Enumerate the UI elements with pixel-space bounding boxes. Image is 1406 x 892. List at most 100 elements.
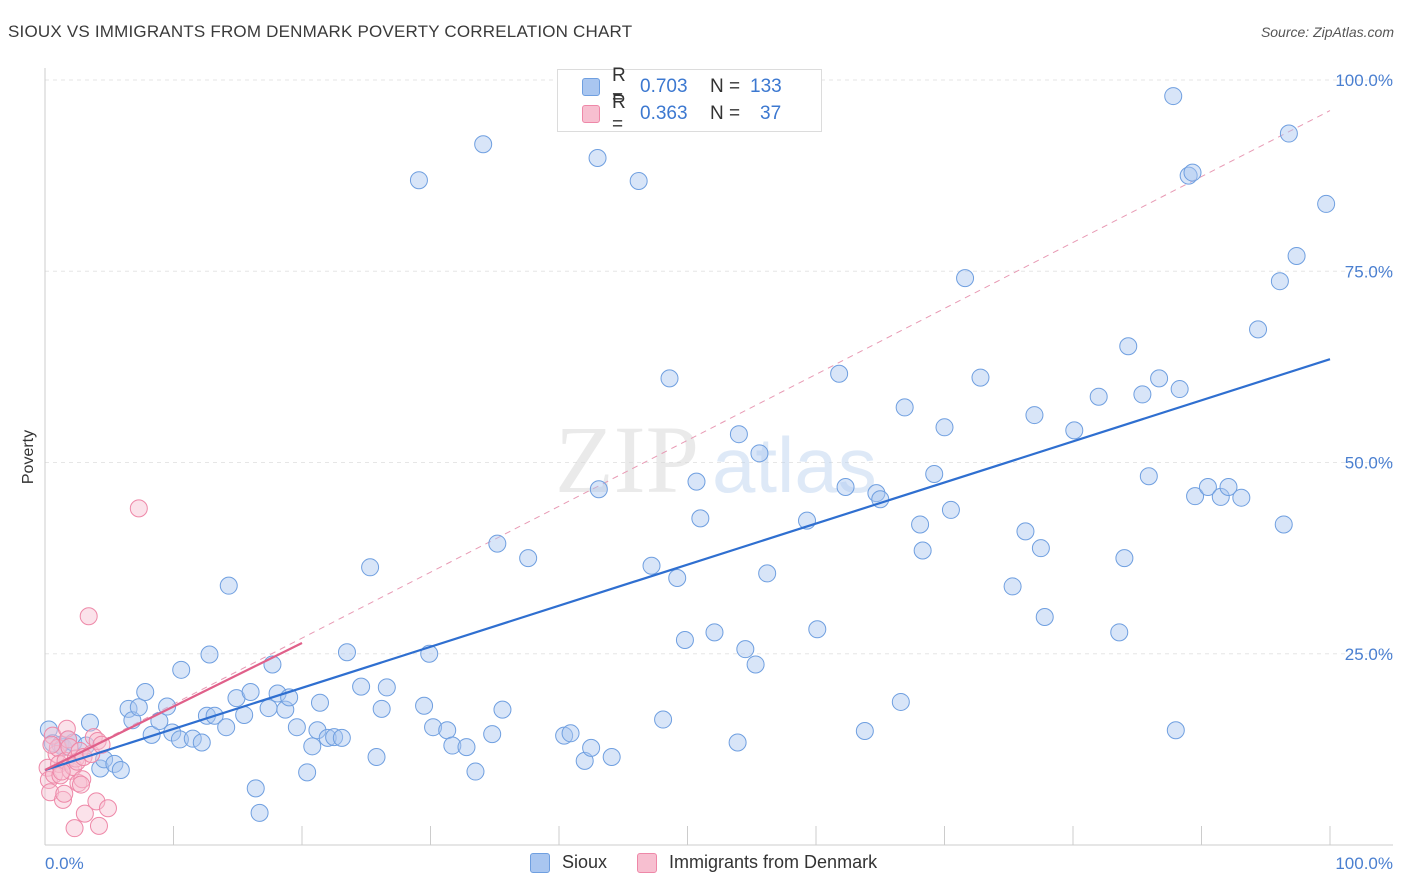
sioux-point <box>310 693 329 712</box>
sioux-point <box>1287 246 1306 265</box>
sioux-point <box>911 515 930 534</box>
denmark-point <box>42 735 61 754</box>
n-value: 37 <box>760 103 782 124</box>
trend-lines <box>44 110 1331 771</box>
sioux-point <box>298 763 317 782</box>
n-label: N = <box>710 76 741 97</box>
sioux-point <box>1133 385 1152 404</box>
sioux-point <box>1115 549 1134 568</box>
sioux-point <box>1170 380 1189 399</box>
denmark-point <box>89 816 108 835</box>
sioux-point <box>705 623 724 642</box>
legend-item-sioux[interactable]: Sioux <box>530 852 607 873</box>
sioux-point <box>836 477 855 496</box>
denmark-point <box>98 799 117 818</box>
sioux-point <box>691 509 710 528</box>
sioux-point <box>1166 721 1185 740</box>
sioux-point <box>1219 477 1238 496</box>
sioux-point <box>337 643 356 662</box>
sioux-point <box>170 730 189 749</box>
sioux-point <box>1089 387 1108 406</box>
sioux-point <box>259 699 278 718</box>
sioux-point <box>1317 194 1336 213</box>
y-tick-label: 25.0% <box>1345 645 1393 664</box>
r-label: R = <box>612 65 626 108</box>
sioux-point <box>1016 522 1035 541</box>
sioux-point <box>602 748 621 767</box>
sioux-point <box>956 269 975 288</box>
sioux-point <box>830 364 849 383</box>
series-legend: Sioux Immigrants from Denmark <box>530 852 907 873</box>
sioux-point <box>588 149 607 168</box>
denmark-point <box>55 784 74 803</box>
sioux-point <box>1274 515 1293 534</box>
denmark-point <box>87 792 106 811</box>
y-tick-label: 75.0% <box>1345 262 1393 281</box>
grid-lines <box>45 79 1393 655</box>
denmark-point <box>53 790 72 809</box>
sioux-point <box>1150 369 1169 388</box>
sioux-point <box>415 696 434 715</box>
sioux-point <box>941 500 960 519</box>
sioux-point <box>409 171 428 190</box>
sioux-point <box>457 738 476 757</box>
sioux-point <box>589 480 608 499</box>
sioux-point <box>325 728 344 747</box>
denmark-point <box>60 738 79 757</box>
sioux-point <box>925 464 944 483</box>
sioux-point <box>352 677 371 696</box>
sioux-point <box>971 368 990 387</box>
sioux-point <box>1164 87 1183 106</box>
denmark-point <box>59 730 78 749</box>
y-tick-label: 50.0% <box>1345 454 1393 473</box>
r-label: R = <box>612 92 626 135</box>
sioux-point <box>303 737 322 756</box>
sioux-point <box>1249 320 1268 339</box>
sioux-point <box>642 556 661 575</box>
denmark-point <box>71 775 90 794</box>
sioux-point <box>493 700 512 719</box>
n-label: N = <box>710 103 741 124</box>
legend-label-sioux: Sioux <box>562 852 608 872</box>
sioux-point <box>488 534 507 553</box>
sioux-point <box>80 713 99 732</box>
sioux-point <box>1003 577 1022 596</box>
sioux-point <box>675 630 694 649</box>
sioux-point <box>183 729 202 748</box>
sioux-point <box>129 698 148 717</box>
sioux-point <box>372 699 391 718</box>
sioux-trend-line <box>44 358 1331 772</box>
sioux-point <box>377 678 396 697</box>
sioux-point <box>808 620 827 639</box>
sioux-point <box>660 369 679 388</box>
sioux-point <box>136 683 155 701</box>
axes <box>44 68 1393 846</box>
sioux-point <box>1035 608 1054 627</box>
sioux-point <box>1270 272 1289 291</box>
denmark-point <box>65 819 84 838</box>
sioux-point <box>1232 488 1251 507</box>
r-value: 0.363 <box>640 103 688 124</box>
denmark-trend-line <box>44 642 303 772</box>
sioux-point <box>111 761 130 780</box>
legend-item-denmark[interactable]: Immigrants from Denmark <box>637 852 877 873</box>
sioux-point <box>736 640 755 659</box>
sioux-point <box>250 803 269 822</box>
sioux-point <box>668 569 687 588</box>
sioux-point <box>318 728 337 747</box>
sioux-point <box>729 425 748 444</box>
y-axis-title: Poverty <box>20 430 37 484</box>
sioux-point <box>361 558 380 577</box>
sioux-point <box>1065 421 1084 440</box>
r-value: 0.703 <box>640 76 688 97</box>
legend-swatch-denmark <box>637 852 658 873</box>
sioux-point <box>746 655 765 674</box>
sioux-point <box>483 725 502 744</box>
source-label: Source: ZipAtlas.com <box>1260 24 1394 40</box>
n-value: 133 <box>750 76 782 97</box>
sioux-point <box>424 718 443 737</box>
legend-row-sioux: R = 0.703 N = 133 <box>582 65 782 108</box>
svg-text:ZIP: ZIP <box>555 406 699 513</box>
y-tick-label: 100.0% <box>1335 71 1393 90</box>
data-points <box>38 87 1336 838</box>
